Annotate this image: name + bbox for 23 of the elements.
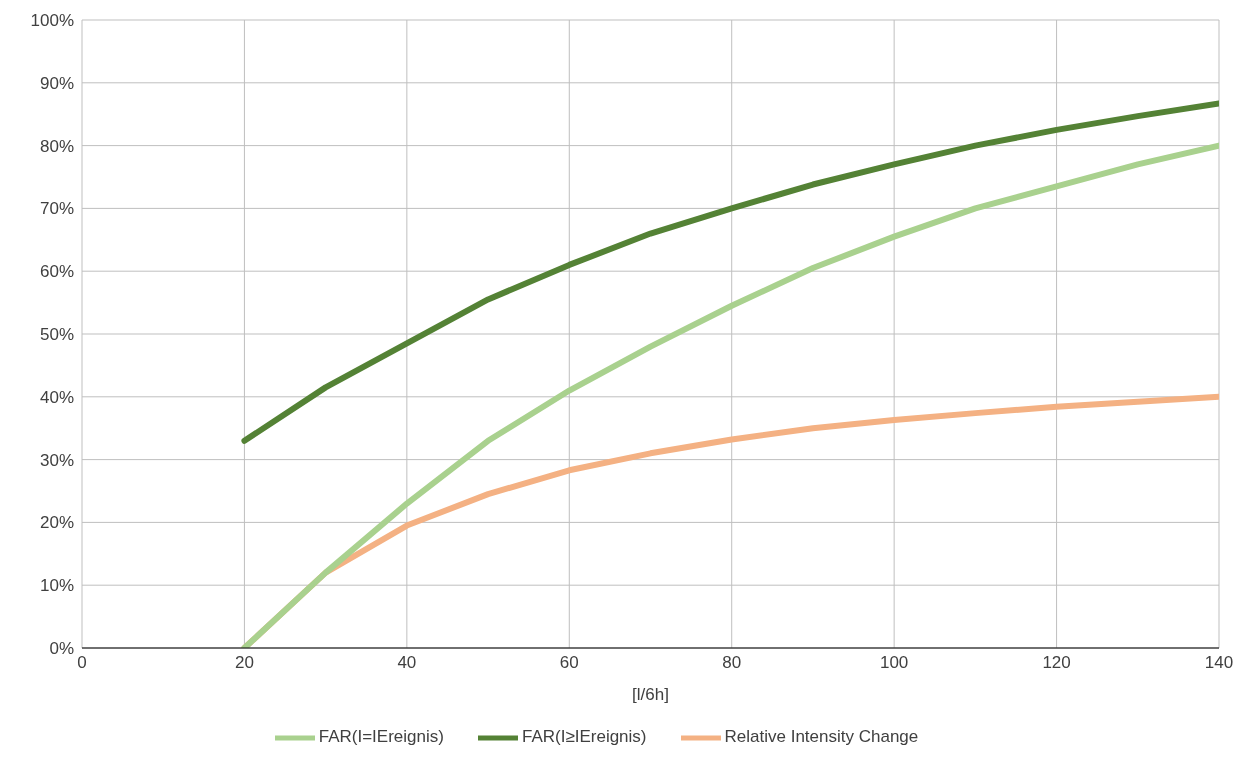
y-tick-label: 0%	[49, 639, 74, 659]
y-tick-label: 70%	[39, 199, 74, 219]
x-tick-label: 100	[879, 653, 909, 673]
x-tick-label: 80	[722, 653, 742, 673]
legend-label: Relative Intensity Change	[724, 727, 919, 747]
y-tick-label: 50%	[39, 325, 74, 345]
y-tick-label: 60%	[39, 262, 74, 282]
x-axis-title: [l/6h]	[632, 685, 669, 704]
y-tick-label: 20%	[39, 513, 74, 533]
x-tick-label: 140	[1204, 653, 1234, 673]
x-tick-label: 120	[1042, 653, 1071, 673]
y-tick-label: 100%	[30, 11, 74, 31]
y-tick-label: 10%	[39, 576, 74, 596]
legend-label: FAR(I≥IEreignis)	[521, 727, 647, 747]
x-tick-label: 60	[559, 653, 579, 673]
y-tick-label: 80%	[39, 136, 74, 156]
legend-label: FAR(I=IEreignis)	[318, 727, 444, 747]
y-tick-label: 90%	[39, 73, 74, 93]
y-tick-label: 30%	[39, 450, 74, 470]
x-tick-label: 40	[397, 653, 417, 673]
y-tick-label: 40%	[39, 387, 74, 407]
x-tick-label: 0	[77, 653, 87, 673]
x-tick-label: 20	[234, 653, 254, 673]
